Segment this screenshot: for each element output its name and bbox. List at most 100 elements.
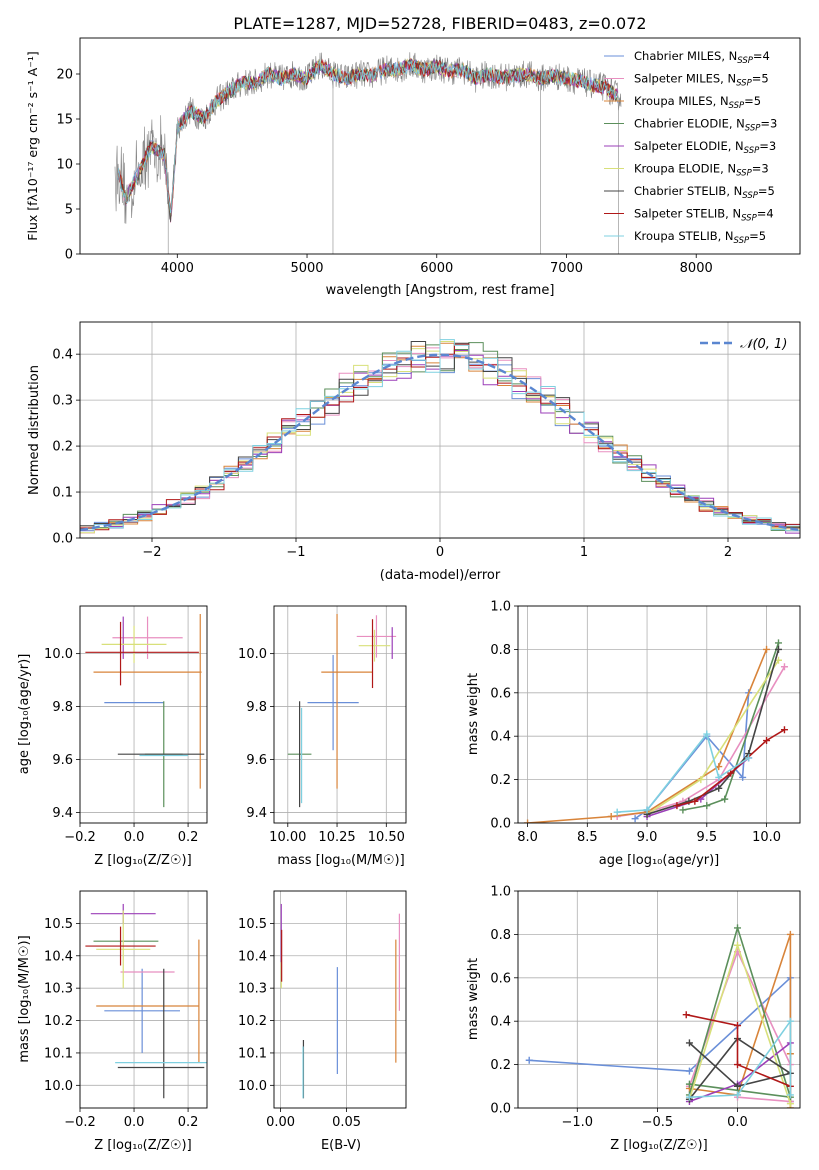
weight-marker: [607, 812, 615, 820]
model-spectrum: [117, 58, 619, 222]
weight-marker: [685, 1039, 693, 1047]
legend-entry: Kroupa MILES, NSSP=5: [634, 94, 761, 111]
x-axis-label: Z [log₁₀(Z/Z☉)]: [94, 1138, 191, 1153]
tick-label-y: 9.4: [246, 806, 267, 821]
tick-label-y: 0.1: [52, 486, 73, 501]
tick-label-y: 10.0: [44, 1079, 73, 1094]
tick-label-y: 0.3: [52, 394, 73, 409]
legend-entry: Chabrier STELIB, NSSP=5: [634, 184, 775, 201]
x-axis-label: Z [log₁₀(Z/Z☉)]: [610, 1138, 707, 1153]
legend-text: Salpeter MILES, N: [634, 72, 736, 86]
weight-series: [686, 1013, 791, 1088]
tick-label-y: 10.5: [44, 917, 73, 932]
legend-text: =4: [757, 207, 774, 221]
axes-frame: [79, 890, 208, 1109]
weight-marker: [734, 1082, 742, 1090]
legend-entry: Chabrier ELODIE, NSSP=3: [634, 117, 777, 134]
weight-marker: [739, 773, 747, 781]
legend-text: Kroupa STELIB, N: [634, 229, 734, 243]
weight-marker: [774, 639, 782, 647]
tick-label-y: 10.3: [238, 982, 267, 997]
age-vs-mass-axes: 10.00 10.25 10.50 9.4 9.6 9.8 10.0: [238, 606, 406, 845]
tick-label-y: 10.2: [44, 1014, 73, 1029]
tick-label-x: 10.00: [269, 830, 306, 845]
tick-label-x: 4000: [161, 261, 194, 276]
tick-label-x: 9.0: [637, 830, 658, 845]
tick-label-x: 10.50: [368, 830, 405, 845]
tick-label-x: 0.2: [178, 1115, 199, 1130]
tick-label-y: 0.6: [490, 971, 511, 986]
tick-label-x: 0: [436, 545, 444, 560]
axes-frame: [273, 605, 407, 824]
legend-entry: Kroupa STELIB, NSSP=5: [634, 229, 766, 246]
tick-label-x: 2: [724, 545, 732, 560]
legend-sub: SSP: [737, 56, 753, 66]
tick-label-y: 5: [65, 203, 73, 218]
weight-marker: [715, 773, 723, 781]
legend-text: Chabrier ELODIE, N: [634, 117, 745, 131]
tick-label-x: 1: [580, 545, 588, 560]
tick-label-x: 6000: [420, 261, 453, 276]
tick-label-y: 20: [56, 68, 73, 83]
spectrum-plot: [114, 52, 622, 254]
legend-entry: Chabrier MILES, NSSP=4: [634, 49, 770, 66]
weight-marker: [734, 1091, 742, 1099]
weight-series: [689, 1018, 792, 1098]
tick-label-y: 0.8: [490, 643, 511, 658]
weight-marker: [643, 806, 651, 814]
tick-label-y: 10.5: [238, 917, 267, 932]
legend-text: =5: [752, 72, 769, 86]
axes-frame: [517, 605, 801, 824]
legend-sub: SSP: [729, 101, 745, 111]
tick-label-y: 15: [56, 113, 73, 128]
weight-series: [682, 642, 780, 811]
tick-label-x: 7000: [550, 261, 583, 276]
weight-marker: [715, 784, 723, 792]
weight-vs-Z-lines: [525, 924, 794, 1108]
weight-vs-age-lines: [524, 639, 788, 823]
tick-label-y: 10.0: [238, 647, 267, 662]
legend-sub: SSP: [742, 191, 758, 201]
tick-label-y: 0.4: [490, 1015, 511, 1030]
tick-label-y: 0.2: [490, 1058, 511, 1073]
legend-sub: SSP: [741, 214, 757, 224]
tick-label-x: −1.0: [561, 1115, 593, 1130]
legend-sub: SSP: [744, 146, 760, 156]
tick-label-x: 8.5: [577, 830, 598, 845]
weight-marker: [685, 1080, 693, 1088]
axes-frame: [79, 605, 208, 824]
weight-marker: [774, 645, 782, 653]
weight-marker: [679, 806, 687, 814]
tick-label-y: 0.0: [490, 817, 511, 832]
tick-label-y: 0.8: [490, 928, 511, 943]
tick-label-y: 0.0: [52, 532, 73, 547]
weight-marker: [703, 730, 711, 738]
y-axis-label: Normed distribution: [27, 365, 42, 495]
legend-entry: Salpeter ELODIE, NSSP=3: [634, 139, 776, 156]
tick-label-x: 10.0: [752, 830, 781, 845]
tick-label-y: 10.4: [238, 949, 267, 964]
weight-marker: [673, 802, 681, 810]
legend-text: Chabrier MILES, N: [634, 49, 737, 63]
weight-marker: [780, 726, 788, 734]
legend-text: =5: [749, 229, 766, 243]
tick-label-y: 0.2: [52, 440, 73, 455]
legend-text: Chabrier STELIB, N: [634, 184, 742, 198]
legend-text: =3: [760, 117, 777, 131]
axes-frame: [273, 890, 407, 1109]
y-axis-label: Flux [fλ10⁻¹⁷ erg cm⁻² s⁻¹ A⁻¹]: [25, 51, 40, 240]
tick-label-y: 10.3: [44, 982, 73, 997]
tick-label-x: 0.0: [124, 830, 145, 845]
tick-label-x: 0.2: [178, 830, 199, 845]
tick-label-y: 9.6: [52, 753, 73, 768]
weight-marker: [524, 819, 532, 823]
weight-marker: [734, 941, 742, 949]
tick-label-x: −0.2: [64, 1115, 96, 1130]
weight-marker: [734, 924, 742, 932]
weight-marker: [721, 795, 729, 803]
axes-frame: [79, 37, 801, 255]
age-vs-mass-points: [287, 613, 397, 808]
y-axis-label: age [log₁₀(age/yr)]: [17, 654, 32, 775]
weight-marker: [763, 737, 771, 745]
